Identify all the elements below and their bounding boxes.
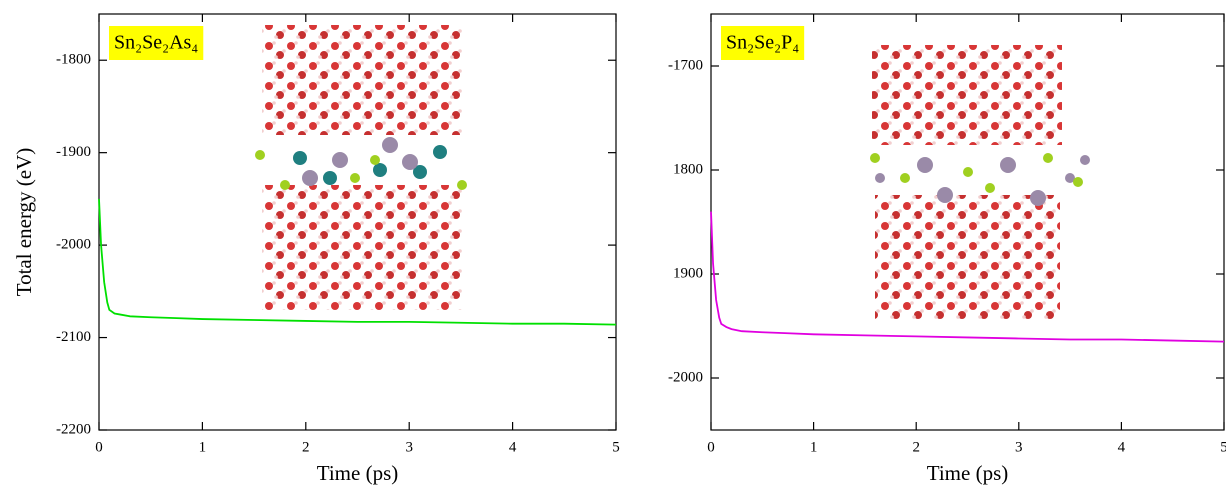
x-tick-label: 1 <box>199 439 207 455</box>
y-tick-label: -1700 <box>668 57 703 73</box>
x-tick-label: 2 <box>912 439 920 455</box>
x-tick-label: 5 <box>612 439 620 455</box>
x-tick-label: 5 <box>1220 439 1226 455</box>
y-tick-label: -2000 <box>56 237 91 253</box>
x-tick-label: 3 <box>405 439 413 455</box>
plot-frame <box>98 13 617 431</box>
x-tick-label: 2 <box>302 439 310 455</box>
y-tick-label: -1900 <box>56 144 91 160</box>
y-tick-label: -2200 <box>56 421 91 437</box>
structure-inset-right <box>870 45 1090 320</box>
y-tick-label: -2100 <box>56 329 91 345</box>
y-tick-label: 1900 <box>673 265 703 281</box>
x-axis-label: Time (ps) <box>317 461 399 485</box>
y-tick-label: -2000 <box>668 369 703 385</box>
structure-inset-left <box>255 25 467 310</box>
x-axis-label: Time (ps) <box>927 461 1009 485</box>
data-line <box>710 211 1225 343</box>
data-line <box>98 198 617 326</box>
x-tick-label: 3 <box>1015 439 1023 455</box>
x-tick-label: 1 <box>810 439 818 455</box>
x-tick-label: 4 <box>509 439 517 455</box>
y-tick-label: 1800 <box>673 161 703 177</box>
y-tick-label: -1800 <box>56 52 91 68</box>
y-axis-label: Total energy (eV) <box>12 148 36 297</box>
x-tick-label: 0 <box>95 439 103 455</box>
x-tick-label: 4 <box>1118 439 1126 455</box>
annotation-box <box>109 26 204 60</box>
x-tick-label: 0 <box>707 439 715 455</box>
annotation: Sn₂Se₂P₄ <box>726 32 799 54</box>
annotation: Sn₂Se₂As₄ <box>114 32 198 54</box>
annotation-box <box>721 26 805 60</box>
